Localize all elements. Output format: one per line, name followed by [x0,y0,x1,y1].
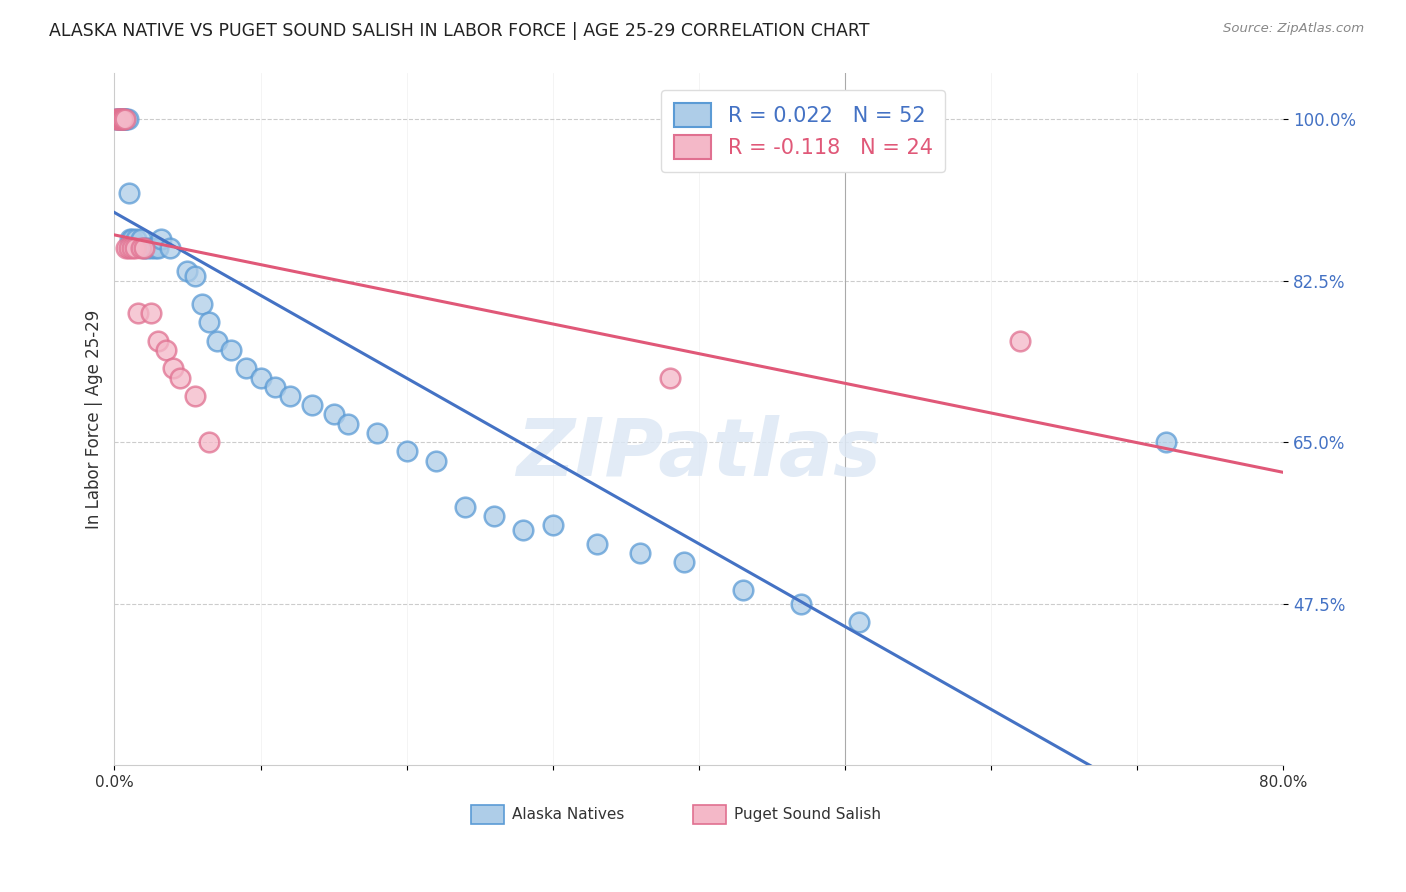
Point [150,232,173,246]
Point [127,306,149,320]
Point [104,112,127,127]
Point [107,112,129,127]
Point [184,389,207,403]
Point [176,264,198,278]
Point [111,112,134,127]
Point [114,112,136,127]
Point [162,361,184,376]
Point [118,186,141,200]
Point [112,112,135,127]
Point [148,241,170,255]
Point [1010,334,1032,348]
Point [628,546,651,560]
Text: ALASKA NATIVE VS PUGET SOUND SALISH IN LABOR FORCE | AGE 25-29 CORRELATION CHART: ALASKA NATIVE VS PUGET SOUND SALISH IN L… [49,22,870,40]
Point [198,315,221,329]
Point [790,597,813,611]
Point [129,241,152,255]
Legend: R = 0.022   N = 52, R = -0.118   N = 24: R = 0.022 N = 52, R = -0.118 N = 24 [661,90,945,172]
Point [110,112,132,127]
Point [132,241,155,255]
Point [673,555,696,569]
FancyBboxPatch shape [471,805,503,824]
Text: Alaska Natives: Alaska Natives [512,806,624,822]
Point [111,112,134,127]
Point [512,523,534,537]
Point [110,112,132,127]
Text: Source: ZipAtlas.com: Source: ZipAtlas.com [1223,22,1364,36]
Point [114,112,136,127]
Point [155,343,177,357]
FancyBboxPatch shape [693,805,725,824]
Point [115,241,138,255]
Point [112,112,135,127]
Point [159,241,181,255]
Point [205,334,228,348]
Point [120,232,142,246]
Point [148,334,170,348]
Point [143,241,166,255]
Point [135,241,157,255]
Point [105,112,128,127]
Point [425,453,447,467]
Point [105,112,128,127]
Point [112,112,135,127]
Point [111,112,134,127]
Point [104,112,127,127]
Point [235,361,257,376]
Point [585,536,607,550]
Point [115,112,138,127]
Point [124,241,146,255]
Point [366,425,388,440]
Point [118,241,141,255]
Point [484,508,506,523]
Point [117,112,139,127]
Point [337,417,360,431]
Text: Puget Sound Salish: Puget Sound Salish [734,806,880,822]
Point [125,232,148,246]
Point [219,343,242,357]
Point [132,241,155,255]
Point [114,112,136,127]
Point [110,112,132,127]
Point [301,398,323,412]
Point [121,232,143,246]
Point [278,389,301,403]
Point [184,268,207,283]
Point [395,444,418,458]
Point [541,518,564,533]
Point [191,296,214,310]
Point [1154,435,1177,450]
Point [322,408,344,422]
Point [848,615,870,629]
Point [129,232,152,246]
Point [658,370,681,384]
Point [139,306,162,320]
Y-axis label: In Labor Force | Age 25-29: In Labor Force | Age 25-29 [86,310,103,529]
Point [139,241,162,255]
Point [731,582,754,597]
Point [249,370,271,384]
Point [454,500,477,514]
Point [198,435,221,450]
Point [111,112,134,127]
Point [121,241,143,255]
Point [169,370,191,384]
Text: ZIPatlas: ZIPatlas [516,415,882,492]
Point [107,112,129,127]
Point [264,380,287,394]
